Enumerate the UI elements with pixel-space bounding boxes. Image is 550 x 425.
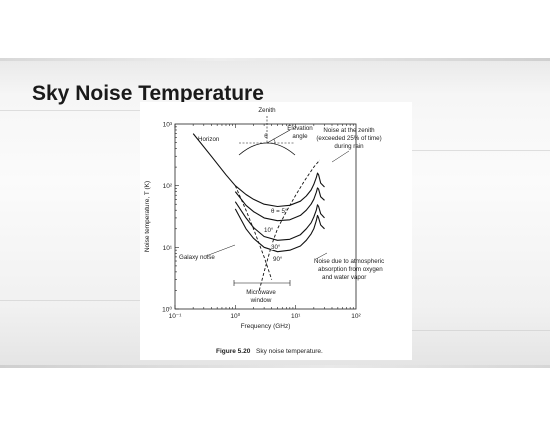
chart-annotation: (exceeded 25% of time) <box>316 135 381 142</box>
y-axis-label: Noise temperature, T (K) <box>144 181 151 252</box>
series-line-0 <box>192 133 325 208</box>
plot-frame <box>174 123 357 310</box>
series-line-2 <box>234 201 325 241</box>
chart-annotation: Noise at the zenith <box>323 127 375 134</box>
background-streak <box>0 300 140 301</box>
chart-annotation: Zenith <box>258 107 276 114</box>
elevation-ray <box>266 129 291 144</box>
figure-caption-text: Sky noise temperature. <box>256 348 323 355</box>
galaxy-leader <box>205 244 236 257</box>
x-tick-label: 10¹ <box>291 313 301 320</box>
chart-annotation: Microwave <box>246 289 276 296</box>
y-tick-label: 10¹ <box>163 245 173 252</box>
chart-annotation: window <box>250 297 272 304</box>
chart-annotation: angle <box>292 133 308 140</box>
curve-label: 10° <box>264 227 274 234</box>
chart-annotation: Galaxy noise <box>179 254 215 261</box>
rain-leader <box>331 150 350 163</box>
x-tick-label: 10⁻¹ <box>169 313 183 320</box>
chart-annotation: θ <box>264 133 268 140</box>
chart-annotation: Noise due to atmospheric <box>314 258 384 265</box>
angle-arc <box>272 138 276 144</box>
curve-label: 30° <box>271 244 281 251</box>
chart-annotation: during rain <box>334 143 364 150</box>
figure-caption: Figure 5.20 Sky noise temperature. <box>216 348 323 355</box>
chart-annotation: Horizon <box>198 136 220 143</box>
chart-annotation: and water vapor <box>322 274 366 281</box>
curve-label: 90° <box>273 256 283 263</box>
y-tick-label: 10² <box>163 183 173 190</box>
chart-annotation: absorption from oxygen <box>318 266 383 273</box>
band-bottom-edge <box>0 365 550 368</box>
x-tick-label: 10² <box>351 313 361 320</box>
y-tick-label: 10³ <box>163 122 173 129</box>
series-line-4 <box>234 185 273 280</box>
figure-panel: 10⁻¹ 10⁰ 10¹ 10² 10⁰ 10¹ 10² 10³ Frequency (GHz)… <box>140 102 412 360</box>
figure-caption-label: Figure 5.20 <box>216 348 251 355</box>
series-line-5 <box>258 159 321 291</box>
slide-title: Sky Noise Temperature <box>32 82 264 105</box>
x-axis-label: Frequency (GHz) <box>241 323 291 330</box>
band-top-edge <box>0 58 550 61</box>
chart-annotation: Elevation <box>287 125 313 132</box>
curve-label: θ = 5° <box>271 208 288 215</box>
background-streak <box>410 330 550 331</box>
background-streak <box>0 110 140 111</box>
absorption-leader <box>315 252 328 260</box>
series-line-1 <box>234 187 325 222</box>
series-line-3 <box>234 208 325 253</box>
y-tick-label: 10⁰ <box>162 306 172 314</box>
background-streak <box>410 150 550 151</box>
series-layer <box>192 133 325 291</box>
earth-arc <box>238 142 296 156</box>
x-tick-label: 10⁰ <box>230 312 240 320</box>
